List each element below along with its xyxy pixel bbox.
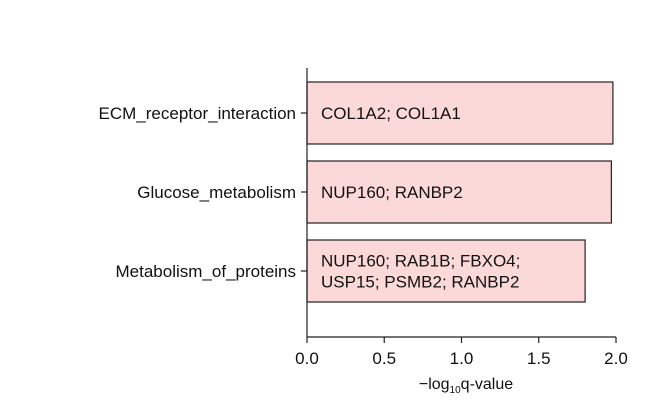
x-tick-label-0-0: 0.0 (295, 349, 319, 368)
bar-label-metabolism-of-proteins-1: NUP160; RAB1B; FBXO4; (321, 252, 520, 271)
x-tick-label-1-0: 1.0 (450, 349, 474, 368)
category-label-metabolism-of-proteins: Metabolism_of_proteins (116, 262, 296, 281)
axes-layer: ECM_receptor_interaction Glucose_metaboli… (99, 68, 628, 368)
bar-glucose-metabolism (306, 160, 612, 224)
bar-label-ecm-receptor-interaction-1: COL1A2; COL1A1 (321, 104, 461, 123)
bars-layer: COL1A2; COL1A1 NUP160; RANBP2 NUP160; RAB1… (306, 81, 614, 303)
x-tick-label-2-0: 2.0 (604, 349, 628, 368)
x-axis-title-prefix: −log (419, 376, 450, 393)
bar-label-metabolism-of-proteins-2: USP15; PSMB2; RANBP2 (321, 273, 519, 292)
bar-ecm-receptor-interaction (306, 81, 614, 145)
x-axis-title-suffix: q-value (461, 376, 514, 393)
x-axis-title: −log10q-value (419, 376, 513, 396)
x-tick-label-0-5: 0.5 (372, 349, 396, 368)
category-label-ecm-receptor-interaction: ECM_receptor_interaction (99, 104, 296, 123)
x-axis-title-subscript: 10 (450, 385, 462, 396)
bar-metabolism-of-proteins (306, 239, 586, 303)
category-label-glucose-metabolism: Glucose_metabolism (137, 183, 296, 202)
x-tick-label-1-5: 1.5 (527, 349, 551, 368)
bar-label-glucose-metabolism-1: NUP160; RANBP2 (321, 183, 463, 202)
